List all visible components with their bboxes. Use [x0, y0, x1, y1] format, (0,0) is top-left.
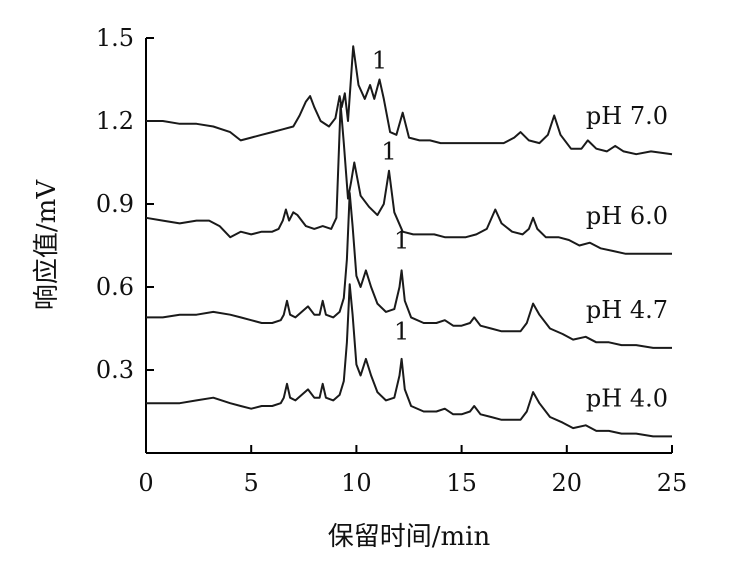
series-line: [146, 45, 673, 156]
x-tick-label: 25: [657, 469, 688, 497]
peak-label: 1: [372, 46, 387, 74]
x-tick-label: 20: [552, 469, 583, 497]
x-tick-label: 5: [244, 469, 259, 497]
chart-axes: [145, 38, 672, 454]
x-tick-label: 15: [446, 469, 477, 497]
series-label: pH 4.7: [586, 296, 668, 324]
series-lines: [145, 45, 673, 438]
y-tick-label: 1.2: [96, 107, 134, 135]
axis-ticks: 0 5 10 15 20 25 0.3 0.6 0.9 1.2 1.5: [96, 24, 687, 497]
y-tick-label: 0.3: [96, 356, 134, 384]
peak-label: 1: [394, 318, 409, 346]
y-tick-label: 0.9: [96, 190, 134, 218]
x-tick-label: 10: [341, 469, 372, 497]
series-line: [146, 191, 672, 349]
series-line: [145, 103, 672, 255]
y-tick-label: 0.6: [96, 273, 134, 301]
peak-label: 1: [394, 226, 409, 254]
series-label: pH 6.0: [586, 202, 668, 230]
chart-labels: pH 7.0 1 pH 6.0 1 pH 4.7 1 pH 4.0 1: [372, 46, 668, 412]
y-axis-title: 响应值/mV: [32, 179, 62, 310]
x-tick-label: 0: [138, 469, 153, 497]
series-label: pH 4.0: [586, 384, 668, 412]
peak-label: 1: [381, 138, 396, 166]
series-line: [146, 283, 672, 438]
x-axis-title: 保留时间/min: [328, 522, 491, 552]
series-label: pH 7.0: [586, 102, 668, 130]
y-tick-label: 1.5: [96, 24, 134, 52]
